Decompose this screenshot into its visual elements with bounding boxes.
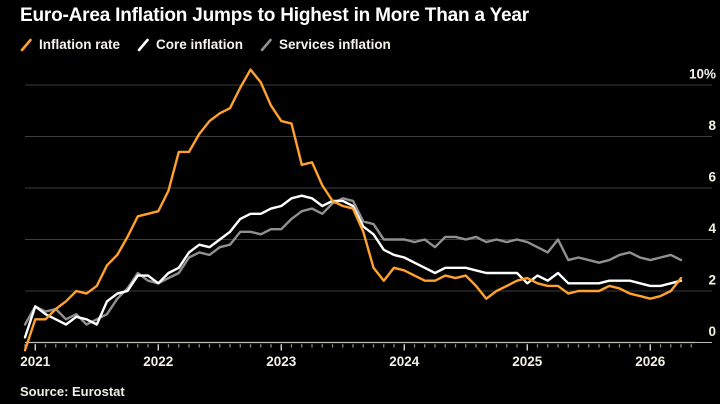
legend-item-inflation-rate: Inflation rate (20, 37, 120, 52)
series-line-services-inflation (23, 197, 683, 326)
y-axis-label: 4 (708, 221, 716, 236)
x-axis-label: 2023 (266, 354, 297, 369)
chart-legend: Inflation rate Core inflation Services i… (20, 37, 391, 52)
x-axis-label: 2025 (512, 354, 543, 369)
y-axis-label: 2 (708, 273, 716, 288)
y-axis-label: 6 (708, 170, 716, 185)
y-axis-label: 0 (708, 324, 716, 339)
x-axis-label: 2021 (20, 354, 51, 369)
x-axis-label: 2026 (635, 354, 666, 369)
source-note: Source: Eurostat (20, 384, 125, 399)
line-swatch-icon (20, 38, 32, 51)
x-axis-label: 2022 (143, 354, 173, 369)
legend-item-services-inflation: Services inflation (260, 37, 391, 52)
legend-label: Inflation rate (39, 37, 121, 52)
legend-label: Core inflation (156, 37, 244, 52)
x-axis-label: 2024 (389, 354, 420, 369)
legend-item-core-inflation: Core inflation (137, 37, 243, 52)
legend-label: Services inflation (279, 37, 391, 52)
line-swatch-icon (137, 38, 149, 51)
y-axis-label: 8 (708, 118, 716, 133)
y-axis-label: 10% (689, 67, 716, 82)
series-line-core-inflation (23, 194, 683, 339)
chart-title: Euro-Area Inflation Jumps to Highest in … (20, 5, 529, 26)
line-swatch-icon (260, 38, 272, 51)
series-line-inflation-rate (23, 68, 683, 352)
